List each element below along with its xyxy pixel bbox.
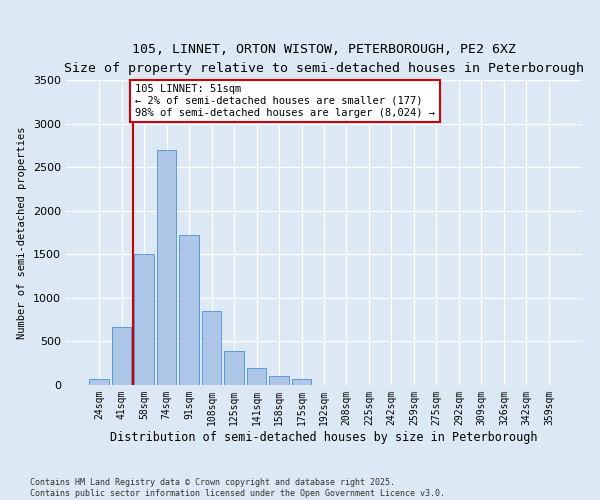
Bar: [202, 311, 221, 385]
Bar: [112, 328, 131, 385]
Bar: [292, 379, 311, 385]
Bar: [247, 368, 266, 385]
Y-axis label: Number of semi-detached properties: Number of semi-detached properties: [17, 126, 28, 339]
Text: Contains HM Land Registry data © Crown copyright and database right 2025.
Contai: Contains HM Land Registry data © Crown c…: [30, 478, 445, 498]
Text: 105 LINNET: 51sqm
← 2% of semi-detached houses are smaller (177)
98% of semi-det: 105 LINNET: 51sqm ← 2% of semi-detached …: [135, 84, 435, 117]
Bar: [89, 380, 109, 385]
Bar: [157, 150, 176, 385]
Bar: [134, 254, 154, 385]
Bar: [179, 235, 199, 385]
Bar: [269, 376, 289, 385]
X-axis label: Distribution of semi-detached houses by size in Peterborough: Distribution of semi-detached houses by …: [110, 430, 538, 444]
Title: 105, LINNET, ORTON WISTOW, PETERBOROUGH, PE2 6XZ
Size of property relative to se: 105, LINNET, ORTON WISTOW, PETERBOROUGH,…: [64, 42, 584, 74]
Bar: [224, 351, 244, 385]
